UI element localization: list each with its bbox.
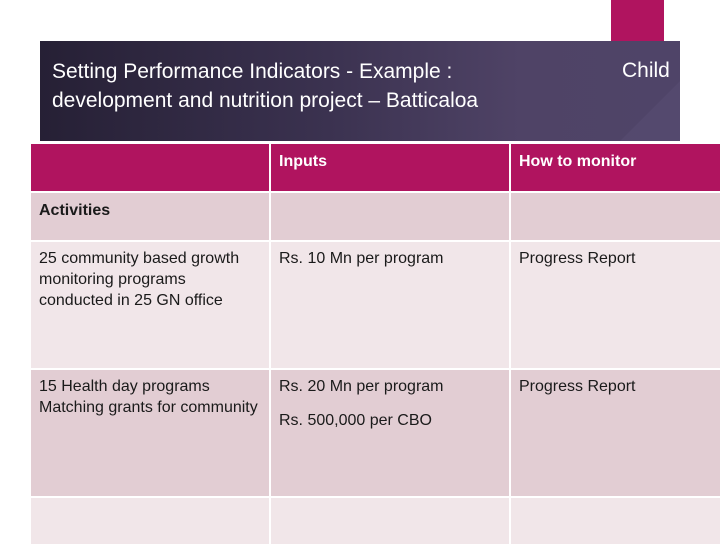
table-row: 15 Health day programs Matching grants f… bbox=[29, 368, 720, 498]
slide-title-line-1: Setting Performance Indicators - Example… bbox=[52, 60, 453, 83]
activity-cell: 15 Health day programs Matching grants f… bbox=[29, 368, 271, 498]
activity-cell bbox=[29, 496, 271, 546]
section-empty-cell bbox=[509, 191, 720, 242]
section-row: Activities bbox=[29, 191, 720, 242]
activity-cell: 25 community based growth monitoring pro… bbox=[29, 240, 271, 370]
inputs-cell: Rs. 10 Mn per program bbox=[269, 240, 511, 370]
inputs-cell bbox=[269, 496, 511, 546]
slide-title: Setting Performance Indicators - Example… bbox=[52, 57, 592, 115]
indicators-table: Inputs How to monitor Activities 25 comm… bbox=[29, 142, 720, 546]
input-line: Rs. 500,000 per CBO bbox=[279, 412, 432, 429]
monitor-cell: Progress Report bbox=[509, 368, 720, 498]
title-banner-corner bbox=[620, 81, 680, 141]
inputs-cell: Rs. 20 Mn per program Rs. 500,000 per CB… bbox=[269, 368, 511, 498]
monitor-cell bbox=[509, 496, 720, 546]
input-line: Rs. 10 Mn per program bbox=[279, 250, 444, 267]
input-line-gap bbox=[279, 397, 501, 410]
title-banner: Setting Performance Indicators - Example… bbox=[40, 41, 680, 141]
table-row bbox=[29, 496, 720, 546]
section-label: Activities bbox=[29, 191, 271, 242]
monitor-cell: Progress Report bbox=[509, 240, 720, 370]
slide-title-line-2: development and nutrition project – Batt… bbox=[52, 89, 479, 112]
side-label: Child bbox=[622, 59, 670, 82]
table-header-row: Inputs How to monitor bbox=[29, 142, 720, 193]
header-cell-inputs: Inputs bbox=[269, 142, 511, 193]
header-cell-activity bbox=[29, 142, 271, 193]
input-line: Rs. 20 Mn per program bbox=[279, 378, 444, 395]
section-empty-cell bbox=[269, 191, 511, 242]
header-cell-monitor: How to monitor bbox=[509, 142, 720, 193]
table-row: 25 community based growth monitoring pro… bbox=[29, 240, 720, 370]
